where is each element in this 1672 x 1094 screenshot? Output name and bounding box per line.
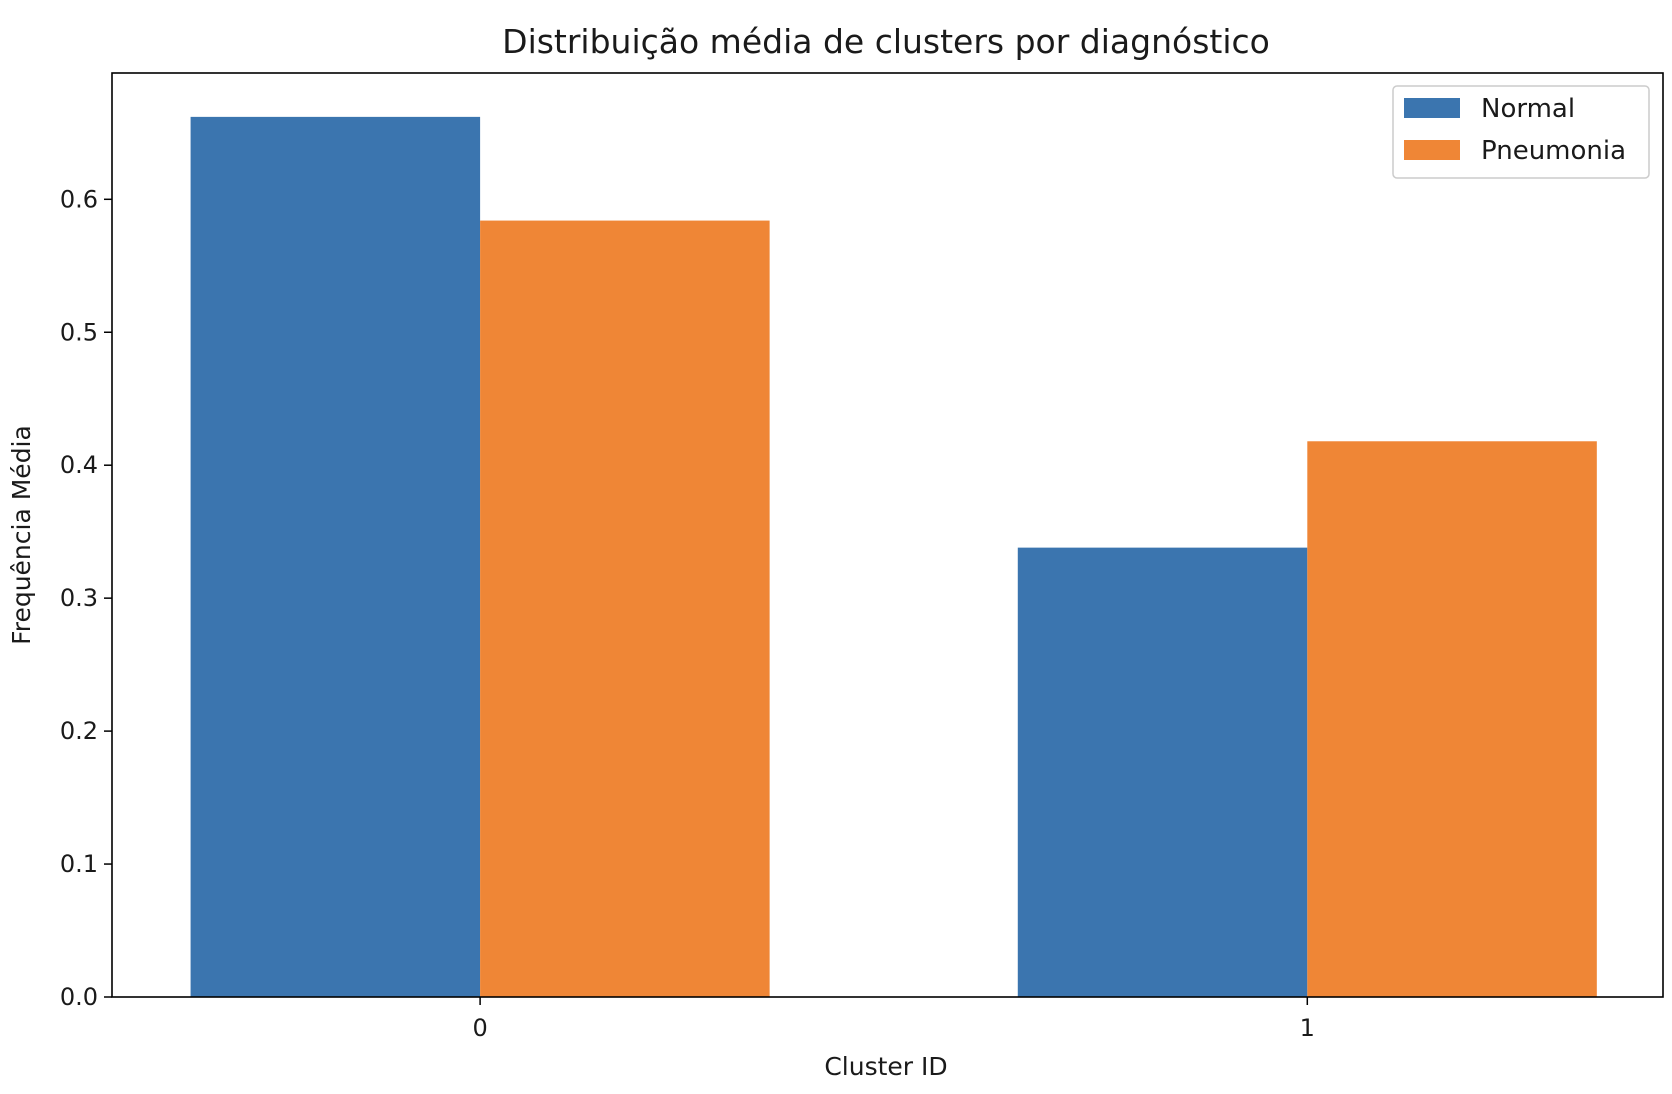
plot-frame: [111, 72, 1664, 998]
y-tick-label: 0.2: [60, 717, 98, 745]
y-tick-label: 0.4: [60, 451, 98, 479]
bar-normal-cluster-0: [190, 116, 481, 997]
y-tick-label: 0.3: [60, 584, 98, 612]
bar-pneumonia-cluster-1: [1307, 441, 1597, 997]
bar-normal-cluster-1: [1017, 547, 1308, 997]
bar-pneumonia-cluster-0: [480, 220, 770, 997]
legend-label-pneumonia: Pneumonia: [1481, 136, 1626, 166]
bars-group: [190, 116, 1597, 997]
y-tick-label: 0.1: [60, 850, 98, 878]
y-tick-label: 0.0: [60, 983, 98, 1011]
chart-title: Distribuição média de clusters por diagn…: [502, 22, 1270, 61]
y-tick-label: 0.6: [60, 185, 98, 213]
x-tick-label: 1: [1300, 1014, 1315, 1042]
legend: Normal Pneumonia: [1392, 85, 1650, 179]
y-axis-ticks: 0.0 0.1 0.2 0.3 0.4 0.5 0.6: [60, 185, 112, 1011]
legend-label-normal: Normal: [1481, 94, 1575, 124]
y-axis-label: Frequência Média: [7, 425, 36, 645]
legend-swatch-pneumonia: [1404, 140, 1460, 160]
legend-swatch-normal: [1404, 98, 1460, 118]
x-axis-label: Cluster ID: [824, 1052, 947, 1081]
x-tick-label: 0: [472, 1014, 487, 1042]
y-tick-label: 0.5: [60, 318, 98, 346]
